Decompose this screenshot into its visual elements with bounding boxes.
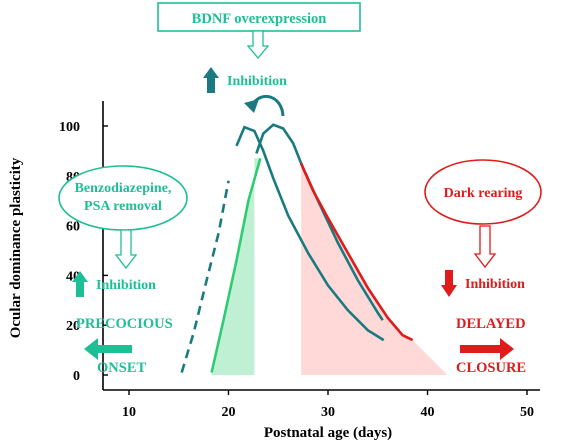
right-box-label: Dark rearing	[444, 186, 523, 201]
shaded-regions	[211, 158, 448, 375]
left-arrow	[84, 338, 132, 360]
inhibition-right-label: Inhibition	[465, 277, 525, 292]
y-tick-label: 100	[59, 120, 80, 135]
y-tick-label: 0	[73, 369, 80, 384]
curves	[180, 123, 414, 373]
down-arrow-right	[441, 270, 457, 297]
inhibition-top-label: Inhibition	[227, 74, 287, 89]
y-tick-label: 20	[66, 319, 80, 334]
up-arrow-top	[203, 67, 219, 93]
early-curve-solid	[235, 125, 385, 342]
y-axis-label: Ocular dominance plasticity	[8, 157, 24, 338]
left-hollow-arrow	[114, 229, 138, 270]
closure-label: CLOSURE	[456, 360, 526, 376]
curved-shift-arrow	[251, 94, 285, 117]
bdnf-hollow-arrow	[246, 30, 270, 60]
shade-delayed	[301, 163, 448, 375]
right-arrow	[460, 338, 514, 360]
left-condition-box	[58, 165, 188, 231]
x-tick-label: 10	[122, 405, 136, 420]
right-condition-box	[424, 159, 542, 225]
precocious-label: PRECOCIOUS	[76, 316, 173, 332]
precocious-curve	[210, 158, 262, 373]
x-tick-label: 20	[222, 405, 236, 420]
x-axis-label: Postnatal age (days)	[264, 425, 392, 441]
bdnf-label: BDNF overexpression	[192, 11, 327, 27]
delayed-curve	[299, 162, 414, 342]
up-arrow-left	[72, 271, 88, 297]
x-tick-label: 50	[520, 405, 534, 420]
y-tick-label: 60	[66, 220, 80, 235]
left-box-line2: PSA removal	[84, 199, 162, 214]
delayed-label: DELAYED	[456, 316, 526, 332]
bdnf-box	[157, 2, 361, 32]
early-curve-dashed	[180, 180, 230, 373]
x-tick-label: 40	[421, 405, 435, 420]
onset-label: ONSET	[97, 360, 146, 376]
right-hollow-arrow	[473, 225, 497, 269]
curved-shift-arrowhead	[244, 99, 259, 113]
x-tick-label: 30	[321, 405, 335, 420]
inhibition-left-label: Inhibition	[96, 278, 156, 293]
left-box-line1: Benzodiazepine,	[75, 181, 172, 196]
